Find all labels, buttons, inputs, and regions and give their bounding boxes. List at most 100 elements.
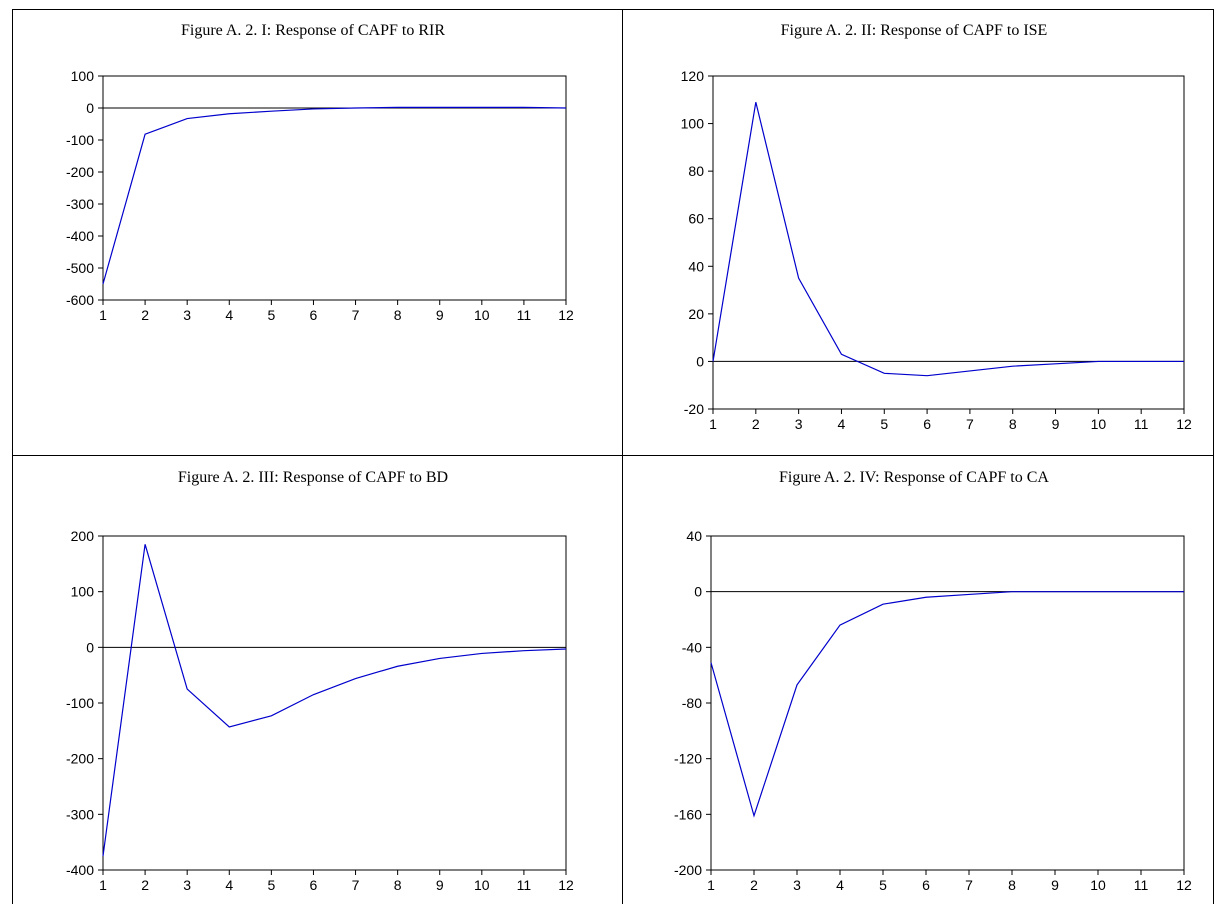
grid-right-border [1213, 9, 1214, 904]
y-tick-label: -500 [66, 260, 94, 276]
chart-title: Figure A. 2. II: Response of CAPF to ISE [781, 22, 1048, 39]
x-tick-label: 11 [517, 877, 532, 893]
series-line [712, 102, 1184, 377]
x-tick-label: 7 [352, 877, 360, 893]
y-tick-label: -400 [66, 862, 94, 878]
x-tick-label: 8 [394, 307, 402, 323]
x-tick-label: 9 [1051, 877, 1059, 893]
plot-frame [102, 535, 567, 871]
y-tick-label: -200 [66, 164, 94, 180]
x-tick-label: 8 [1009, 416, 1017, 432]
y-tick-label: -120 [674, 751, 702, 767]
x-tick-label: 5 [267, 877, 275, 893]
y-tick-label: 200 [71, 528, 95, 544]
x-tick-label: 4 [838, 416, 846, 432]
x-tick-label: 2 [752, 416, 760, 432]
grid-center-divider [622, 9, 623, 904]
y-tick-label: -200 [66, 751, 94, 767]
x-tick-label: 8 [394, 877, 402, 893]
y-tick-label: 100 [71, 584, 95, 600]
x-tick-label: 2 [141, 877, 149, 893]
x-tick-label: 11 [1134, 877, 1149, 893]
x-tick-label: 4 [836, 877, 844, 893]
y-tick-label: -100 [66, 695, 94, 711]
y-tick-label: -600 [66, 292, 94, 308]
x-tick-label: 7 [966, 416, 974, 432]
chart-title: Figure A. 2. I: Response of CAPF to RIR [181, 22, 445, 39]
x-tick-label: 5 [880, 416, 888, 432]
x-tick-label: 12 [1176, 416, 1192, 432]
x-tick-label: 10 [474, 877, 490, 893]
y-tick-label: -80 [682, 695, 702, 711]
grid-middle-divider [12, 455, 1214, 456]
chart-title: Figure A. 2. III: Response of CAPF to BD [178, 469, 448, 486]
x-tick-label: 12 [558, 307, 574, 323]
x-tick-label: 6 [310, 307, 318, 323]
grid-left-border [12, 9, 13, 904]
plot-frame [710, 535, 1185, 871]
x-tick-label: 10 [1090, 877, 1106, 893]
y-tick-label: 0 [696, 353, 704, 369]
y-tick-label: 40 [686, 528, 702, 544]
y-tick-label: 100 [71, 68, 95, 84]
y-tick-label: -40 [682, 639, 702, 655]
x-tick-label: 9 [436, 877, 444, 893]
y-tick-label: 60 [688, 211, 704, 227]
x-tick-label: 12 [1176, 877, 1192, 893]
x-tick-label: 11 [1134, 416, 1149, 432]
y-tick-label: -300 [66, 806, 94, 822]
x-tick-label: 8 [1008, 877, 1016, 893]
y-tick-label: -100 [66, 132, 94, 148]
x-tick-label: 10 [1091, 416, 1107, 432]
x-tick-label: 2 [750, 877, 758, 893]
grid-top-border [12, 9, 1214, 10]
x-tick-label: 5 [879, 877, 887, 893]
series-line [102, 106, 567, 285]
chart-cell-2: Figure A. 2. II: Response of CAPF to ISE… [623, 10, 1213, 455]
x-tick-label: 6 [310, 877, 318, 893]
x-tick-label: 6 [923, 416, 931, 432]
chart-cell-3: Figure A. 2. III: Response of CAPF to BD… [13, 456, 622, 904]
x-tick-label: 3 [183, 307, 191, 323]
x-tick-label: 7 [965, 877, 973, 893]
y-tick-label: 0 [86, 100, 94, 116]
x-tick-label: 3 [795, 416, 803, 432]
x-tick-label: 2 [141, 307, 149, 323]
y-tick-label: -20 [684, 401, 704, 417]
x-tick-label: 7 [352, 307, 360, 323]
figure-grid: Figure A. 2. I: Response of CAPF to RIR 1… [12, 9, 1214, 904]
chart-2: Figure A. 2. II: Response of CAPF to ISE… [681, 22, 1192, 432]
x-tick-label: 5 [267, 307, 275, 323]
chart-1: Figure A. 2. I: Response of CAPF to RIR 1… [66, 22, 574, 323]
x-tick-label: 9 [1052, 416, 1060, 432]
y-tick-label: 100 [681, 116, 705, 132]
x-tick-label: 1 [99, 307, 107, 323]
x-tick-label: 3 [183, 877, 191, 893]
x-tick-label: 4 [225, 307, 233, 323]
y-tick-label: -400 [66, 228, 94, 244]
y-tick-label: 20 [688, 306, 704, 322]
chart-4: Figure A. 2. IV: Response of CAPF to CA 4… [674, 469, 1192, 893]
y-tick-label: 40 [688, 258, 704, 274]
chart-title: Figure A. 2. IV: Response of CAPF to CA [779, 469, 1049, 486]
y-tick-label: -300 [66, 196, 94, 212]
x-tick-label: 11 [517, 307, 532, 323]
y-tick-label: 0 [86, 639, 94, 655]
x-tick-label: 1 [709, 416, 717, 432]
x-tick-label: 10 [474, 307, 490, 323]
x-tick-label: 1 [707, 877, 715, 893]
chart-cell-1: Figure A. 2. I: Response of CAPF to RIR 1… [13, 10, 622, 455]
x-tick-label: 3 [793, 877, 801, 893]
x-tick-label: 12 [558, 877, 574, 893]
y-tick-label: 120 [681, 68, 705, 84]
y-tick-label: 80 [688, 163, 704, 179]
x-tick-label: 1 [99, 877, 107, 893]
y-tick-label: 0 [694, 584, 702, 600]
plot-frame [712, 75, 1185, 410]
series-line [710, 591, 1184, 818]
x-tick-label: 6 [922, 877, 930, 893]
series-line [102, 544, 567, 857]
x-tick-label: 4 [225, 877, 233, 893]
y-tick-label: -160 [674, 806, 702, 822]
plot-frame [102, 75, 567, 301]
